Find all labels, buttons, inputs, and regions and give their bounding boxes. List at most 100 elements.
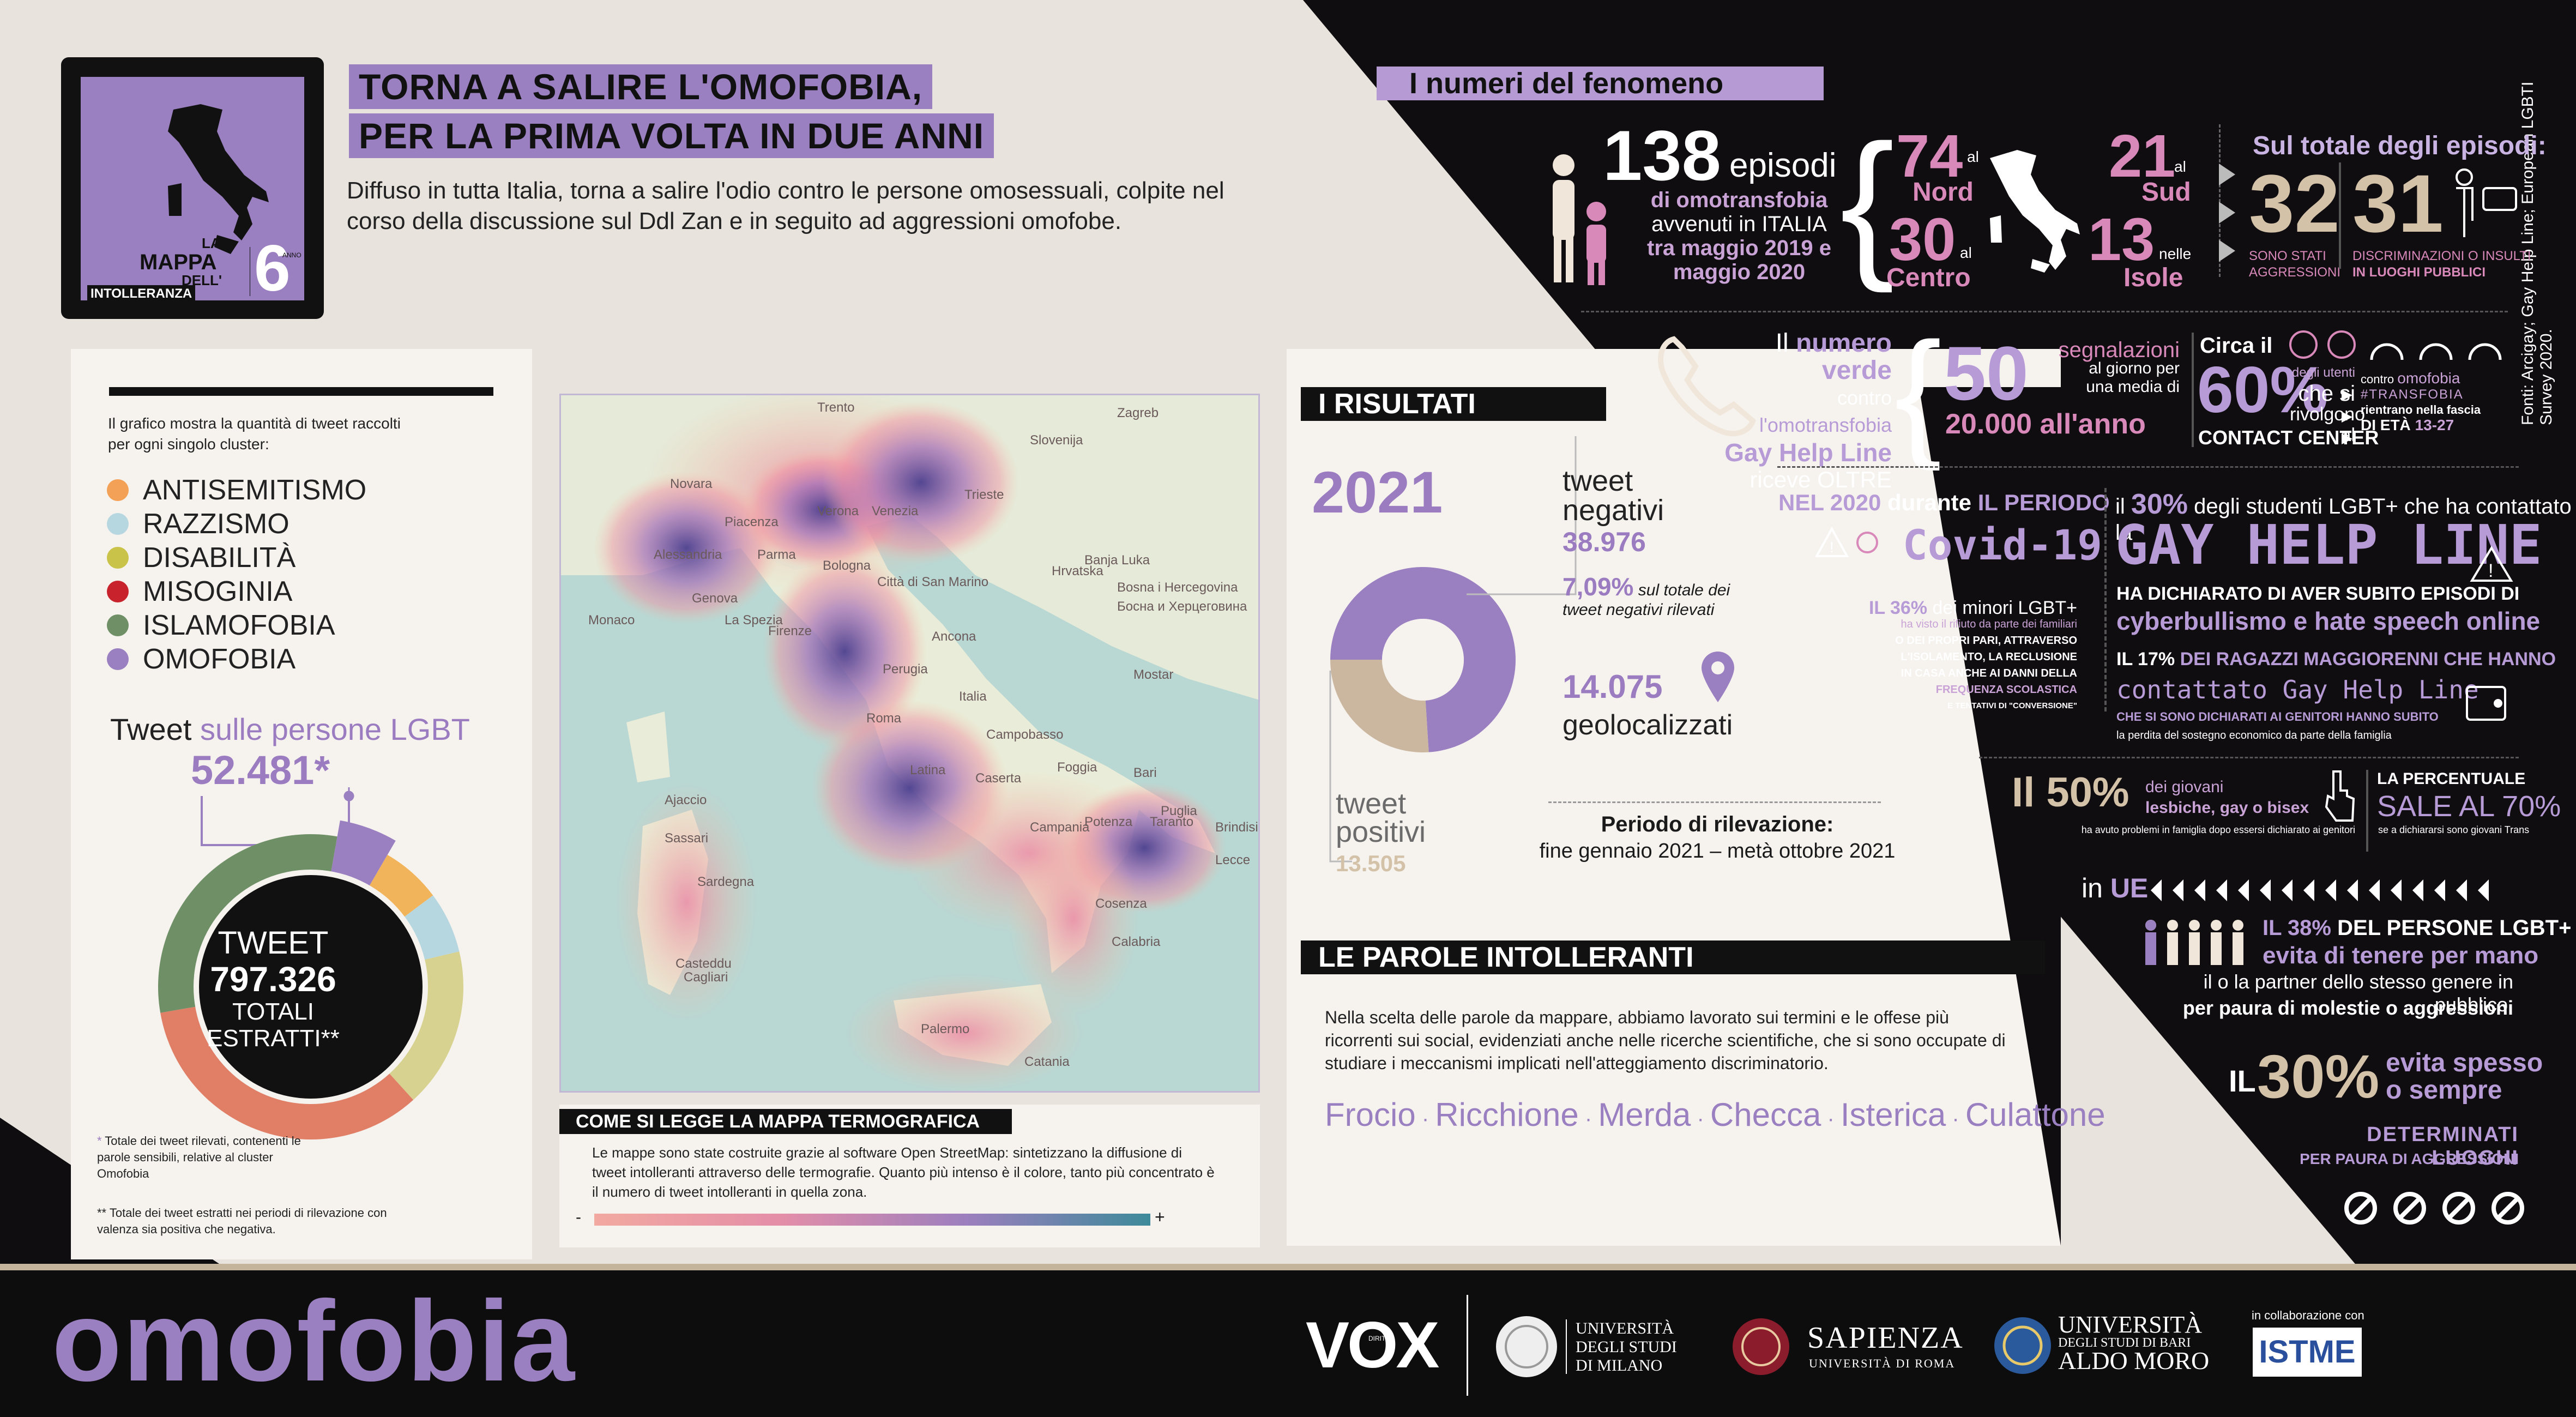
- negative-percentage: 7,09% sul totale dei tweet negativi rile…: [1563, 572, 1730, 619]
- positive-value: 13.505: [1336, 851, 1406, 876]
- word-separator: ·: [1691, 1107, 1710, 1131]
- logo-anno-number: 6: [254, 232, 291, 305]
- circa-text: degli utenti che si rivolgono al: [2290, 365, 2365, 445]
- sapienza-sub: UNIVERSITÀ DI ROMA: [1809, 1356, 1956, 1370]
- sapienza-seal-icon: [1733, 1318, 1789, 1375]
- map-place-label: Cosenza: [1095, 896, 1147, 911]
- legend-item-label: MISOGINIA: [143, 576, 293, 607]
- legend-item: OMOFOBIA: [107, 642, 366, 676]
- how-to-read-card: COME SI LEGGE LA MAPPA TERMOGRAFICA Le m…: [559, 1105, 1260, 1247]
- g70-text-2: SALE AL 70%: [2377, 790, 2561, 823]
- map-place-label: Catania: [1024, 1054, 1070, 1069]
- footnote-1: * Totale dei tweet rilevati, contenenti …: [97, 1134, 301, 1180]
- geo-label: geolocalizzati: [1563, 709, 1733, 741]
- ue38-text-3: per paura di molestie o aggressioni: [2182, 997, 2513, 1019]
- map-place-label: Foggia: [1057, 760, 1097, 775]
- isole-number: 13: [2088, 206, 2155, 273]
- map-place-label: Roma: [866, 711, 902, 726]
- results-header: I RISULTATI: [1301, 387, 1606, 421]
- heat-map: Slovenija Zagreb Trento Verona Venezia Triest…: [559, 394, 1260, 1093]
- covid-19-label: Covid-19: [1903, 521, 2103, 569]
- nord-al: al: [1967, 148, 1979, 165]
- map-place-label: Caserta: [975, 771, 1022, 786]
- map-place-label: Alessandria: [654, 547, 722, 562]
- unibari-name: UNIVERSITÀ DEGLI STUDI DI BARI ALDO MORO: [2058, 1311, 2210, 1374]
- m17-heading: IL 17% DEI RAGAZZI MAGGIORENNI CHE HANNO: [2116, 649, 2556, 670]
- intolerant-word: Isterica: [1840, 1096, 1946, 1133]
- logo-intolleranza: INTOLLERANZA: [87, 285, 196, 303]
- legend-item-label: OMOFOBIA: [143, 643, 296, 675]
- brace-icon-2: {: [1895, 313, 1942, 472]
- people-group-icon: [2145, 920, 2243, 965]
- logo-la: LA: [202, 235, 221, 251]
- legend-item: ANTISEMITISMO: [107, 473, 366, 507]
- ghl-text-1: HA DICHIARATO DI AVER SUBITO EPISODI DI: [2116, 583, 2520, 604]
- g70-text-3: se a dichiararsi sono giovani Trans: [2378, 824, 2530, 835]
- nord-label: Nord: [1913, 178, 1974, 207]
- numero-verde-block: Il numero verde contro l'omotransfobia G…: [1724, 329, 1892, 493]
- map-place-label: Mostar: [1133, 667, 1173, 682]
- italy-silhouette-icon: [168, 104, 269, 254]
- intolerant-word: Frocio: [1325, 1096, 1416, 1133]
- map-place-label: Босна и Херцеговина: [1117, 599, 1247, 614]
- map-place-label: Bosna i Hercegovina: [1117, 580, 1238, 595]
- ue30-text-1: evita spesso o sempre: [2386, 1048, 2543, 1105]
- map-place-label: Palermo: [921, 1022, 969, 1036]
- wallet-icon: [2466, 686, 2506, 721]
- unibari-seal-icon: [1994, 1317, 2051, 1374]
- episodi-number: 138: [1603, 116, 1721, 195]
- map-place-label: Sassari: [665, 831, 708, 846]
- vox-logo: VOX: [1306, 1309, 1439, 1382]
- map-place-label: Calabria: [1112, 934, 1161, 949]
- legend-color-dot: [107, 581, 129, 602]
- legend-color-dot: [107, 513, 129, 535]
- lgbt-tweet-value: 52.481*: [191, 747, 330, 793]
- aggressioni-number: 32: [2249, 158, 2340, 249]
- discriminazioni-number: 31: [2352, 158, 2444, 249]
- sud-label: Sud: [2141, 178, 2191, 207]
- collab-label: in collaborazione con: [2252, 1309, 2364, 1322]
- sources-text: Fonti: Arcigay; Gay Help Line; European …: [2519, 81, 2555, 425]
- sapienza-name: SAPIENZA: [1807, 1321, 1964, 1355]
- intolerant-word: Merda: [1598, 1096, 1691, 1133]
- heat-map-canvas: Slovenija Zagreb Trento Verona Venezia Triest…: [561, 395, 1258, 1091]
- ue30-text-2: DETERMINATI LUOGHI: [2367, 1123, 2519, 1169]
- svg-text:!: !: [2488, 560, 2493, 581]
- period-title: Periodo di rilevazione:: [1601, 812, 1834, 836]
- legend-intro: Il grafico mostra la quantità di tweet r…: [108, 415, 401, 453]
- map-place-label: Slovenija: [1030, 433, 1083, 448]
- map-place-label: Zagreb: [1117, 406, 1159, 420]
- location-pin-icon: [1702, 652, 1734, 702]
- segnalazioni-number: 50: [1944, 330, 2029, 416]
- legend-item: ISLAMOFOBIA: [107, 608, 366, 642]
- results-year: 2021: [1312, 459, 1443, 525]
- map-place-label: Bari: [1133, 765, 1157, 780]
- word-separator: ·: [1415, 1107, 1435, 1131]
- totale-title: Sul totale degli episodi:: [2253, 131, 2547, 160]
- people-icon: [1553, 154, 1606, 285]
- map-place-label: Parma: [757, 547, 796, 562]
- footer-title: omofobia: [52, 1277, 576, 1405]
- map-place-label: Hrvatska: [1052, 564, 1103, 578]
- covid-heading: NEL 2020 durante IL PERIODO: [1778, 490, 2110, 515]
- cluster-donut-chart: [158, 820, 464, 1139]
- map-place-label: Ancona: [932, 629, 976, 644]
- bottom-rule: [0, 1264, 2576, 1270]
- legend-color-dot: [107, 648, 129, 670]
- map-place-label: Latina: [910, 763, 946, 777]
- centro-label: Centro: [1886, 263, 1971, 292]
- map-place-label: Taranto: [1150, 815, 1193, 829]
- centro-al: al: [1960, 244, 1972, 261]
- g50-text: dei giovani lesbiche, gay o bisex: [2145, 778, 2309, 817]
- m17-contattato: contattato Gay Help Line: [2116, 675, 2479, 704]
- map-place-label: Piacenza: [725, 515, 779, 529]
- legend-list: ANTISEMITISMO RAZZISMO DISABILITÀ MISOGINIA…: [107, 473, 366, 676]
- episodi-word: episodi: [1729, 147, 1837, 184]
- m17-text-2: la perdita del sostegno economico da par…: [2116, 729, 2392, 741]
- negative-value: 38.976: [1563, 527, 1646, 557]
- legend-item-label: RAZZISMO: [143, 508, 289, 540]
- legend-item-label: ANTISEMITISMO: [143, 474, 367, 506]
- map-place-label: Sardegna: [697, 875, 755, 889]
- donut-center-label: TWEET 797.326 TOTALI ESTRATTI**: [207, 925, 340, 1052]
- title-line-2: PER LA PRIMA VOLTA IN DUE ANNI: [349, 113, 994, 158]
